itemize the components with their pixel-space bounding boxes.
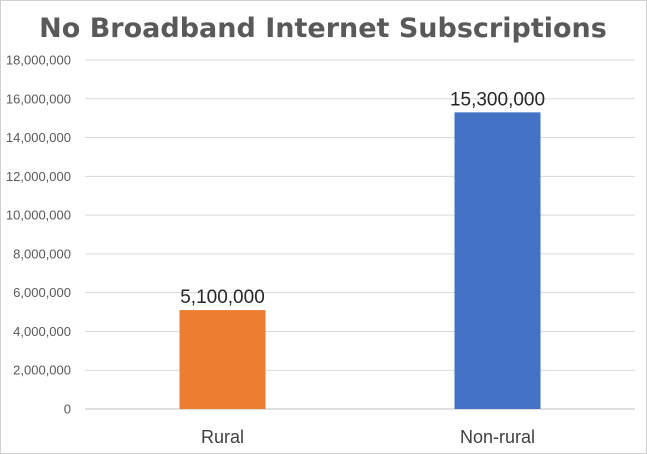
y-tick-label: 4,000,000 <box>13 324 71 339</box>
y-tick-label: 16,000,000 <box>6 91 71 106</box>
y-tick-label: 12,000,000 <box>6 169 71 184</box>
y-tick-label: 10,000,000 <box>6 208 71 223</box>
data-label: 5,100,000 <box>180 287 265 308</box>
data-label: 15,300,000 <box>450 89 545 110</box>
x-category-label: Rural <box>201 427 244 447</box>
y-tick-label: 8,000,000 <box>13 246 71 261</box>
bar-non-rural <box>454 112 541 409</box>
bar-rural <box>179 310 266 409</box>
chart-title: No Broadband Internet Subscriptions <box>39 13 607 44</box>
bars <box>179 112 541 409</box>
y-tick-label: 6,000,000 <box>13 285 71 300</box>
y-axis-ticks: 0 2,000,000 4,000,000 6,000,000 8,000,000 10,… <box>6 53 71 417</box>
y-tick-label: 18,000,000 <box>6 53 71 68</box>
grid-layer <box>85 59 635 410</box>
y-tick-label: 2,000,000 <box>13 363 71 378</box>
y-tick-label: 14,000,000 <box>6 130 71 145</box>
data-labels: 5,100,000 15,300,000 <box>180 89 545 308</box>
x-axis-categories: Rural Non-rural <box>201 427 535 447</box>
y-tick-label: 0 <box>64 402 71 417</box>
x-category-label: Non-rural <box>460 427 535 447</box>
